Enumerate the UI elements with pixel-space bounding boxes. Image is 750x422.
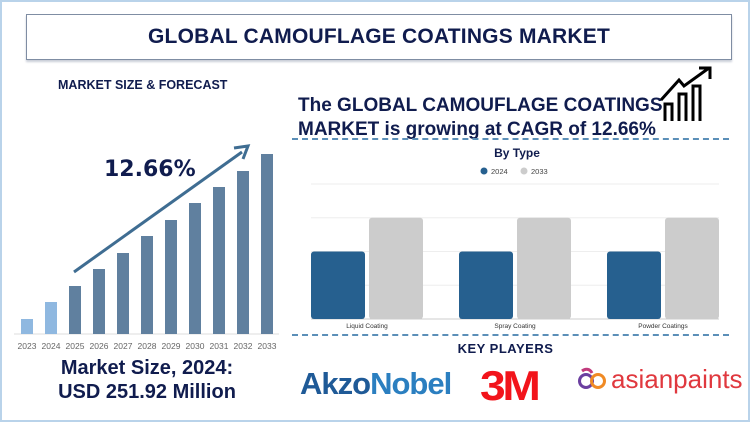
bar-2033-spray-coating <box>517 217 571 319</box>
tick-label-2025: 2025 <box>66 341 85 351</box>
market-size-line2: USD 251.92 Million <box>58 381 236 403</box>
asianpaints-mark-icon <box>578 367 606 389</box>
bar-2033-liquid-coating <box>369 217 423 319</box>
bar-2032 <box>237 171 249 334</box>
tick-label-2030: 2030 <box>186 341 205 351</box>
trend-arrow-head <box>233 144 251 160</box>
tick-label-2027: 2027 <box>114 341 133 351</box>
divider <box>292 334 729 336</box>
bar-2024-spray-coating <box>459 251 513 319</box>
tick-label-2023: 2023 <box>18 341 37 351</box>
tick-label-2024: 2024 <box>42 341 61 351</box>
bar-2024-liquid-coating <box>311 251 365 319</box>
bar-2033-powder-coatings <box>665 217 719 319</box>
akzonobel-logo: AkzoNobel <box>300 366 452 401</box>
bar-2024 <box>45 302 57 334</box>
market-size-line1: Market Size, 2024: <box>60 357 234 379</box>
chart-title: By Type <box>494 146 540 160</box>
market-forecast-chart: 2023 2024 2025 2026 2027 2028 2029 2030 2031 2032… <box>14 144 279 351</box>
page-title: GLOBAL CAMOUFLAGE COATINGS MARKET <box>148 25 610 48</box>
cagr-headline: The GLOBAL CAMOUFLAGE COATINGS MARKET is… <box>298 94 663 142</box>
bar-2028 <box>141 236 153 334</box>
bar-2031 <box>213 187 225 334</box>
bar-2027 <box>117 253 129 334</box>
category-label: Powder Coatings <box>638 323 688 330</box>
tick-label-2033: 2033 <box>258 341 277 351</box>
headline-line2: MARKET is growing at CAGR of 12.66% <box>298 119 656 140</box>
cagr-annotation: 12.66% <box>104 157 196 182</box>
title-box: GLOBAL CAMOUFLAGE COATINGS MARKET <box>26 14 732 60</box>
category-label: Liquid Coating <box>346 323 388 330</box>
headline-line1: The GLOBAL CAMOUFLAGE COATINGS <box>298 95 663 116</box>
bar-2029 <box>165 220 177 334</box>
legend-marker-2033 <box>520 167 528 175</box>
market-size-subtitle: MARKET SIZE & FORECAST <box>58 78 228 92</box>
bar-2026 <box>93 269 105 334</box>
key-players-title: KEY PLAYERS <box>457 341 554 356</box>
bar-2024-powder-coatings <box>607 251 661 319</box>
tick-label-2029: 2029 <box>162 341 181 351</box>
tick-label-2031: 2031 <box>210 341 229 351</box>
bar-2025 <box>69 286 81 334</box>
legend-label-2024: 2024 <box>491 167 508 176</box>
growth-chart-icon <box>659 66 712 121</box>
tick-label-2026: 2026 <box>90 341 109 351</box>
trend-arrow-line <box>73 150 243 274</box>
3m-logo: 3M <box>480 362 541 409</box>
bar-2033 <box>261 154 273 334</box>
tick-label-2032: 2032 <box>234 341 253 351</box>
bar-2023 <box>21 319 33 334</box>
asianpaints-logo: asianpaints <box>577 364 743 395</box>
by-type-chart: By Type 2024 2033 Liquid Coating Spray Coati… <box>311 146 719 330</box>
tick-label-2028: 2028 <box>138 341 157 351</box>
legend-label-2033: 2033 <box>531 167 548 176</box>
bar-2030 <box>189 203 201 334</box>
divider <box>292 138 729 140</box>
legend-marker-2024 <box>480 167 488 175</box>
category-label: Spray Coating <box>494 323 536 330</box>
